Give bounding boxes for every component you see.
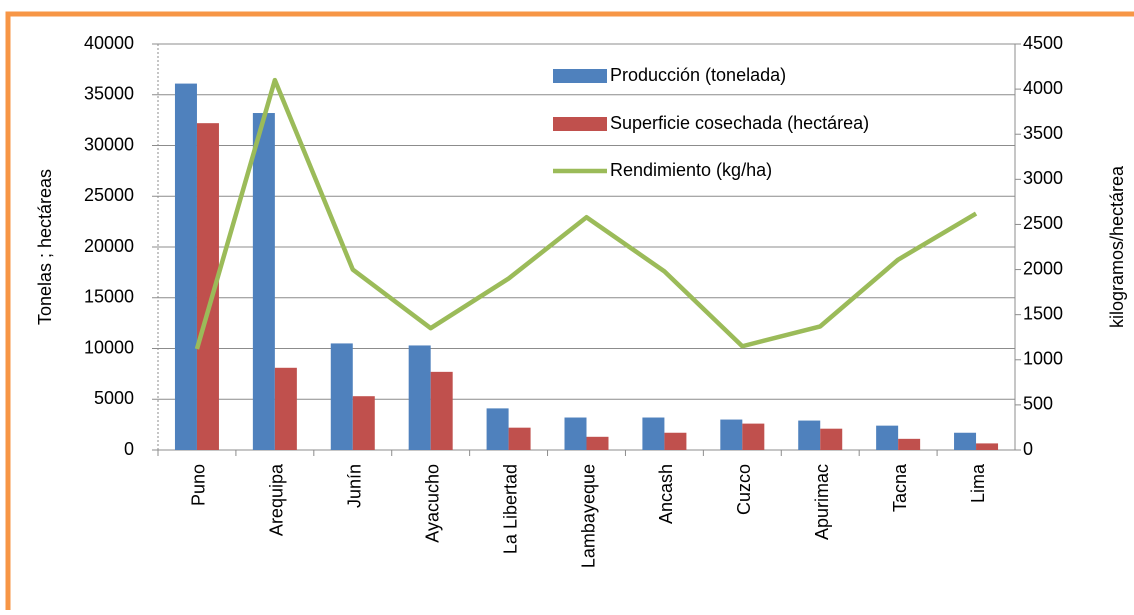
x-tick-label: Puno <box>189 464 209 506</box>
legend-label: Rendimiento (kg/ha) <box>610 160 772 180</box>
y-tick-label: 35000 <box>84 84 134 104</box>
y2-tick-label: 1000 <box>1023 349 1063 369</box>
y-tick-label: 10000 <box>84 337 134 357</box>
x-tick-label: La Libertad <box>500 464 520 554</box>
bar <box>586 436 609 450</box>
bar <box>352 396 375 450</box>
x-tick-label: Apurimac <box>812 464 832 540</box>
x-tick-label: Lima <box>968 463 988 503</box>
bar <box>976 443 999 450</box>
bar <box>564 417 587 450</box>
frame <box>5 11 1134 612</box>
bar <box>820 428 843 450</box>
legend-label: Superficie cosechada (hectárea) <box>610 113 869 133</box>
x-tick-label: Ancash <box>656 464 676 524</box>
bar <box>898 438 921 450</box>
y2-tick-label: 2000 <box>1023 258 1063 278</box>
y2-tick-label: 4500 <box>1023 33 1063 53</box>
y-tick-label: 0 <box>124 439 134 459</box>
y2-tick-label: 0 <box>1023 439 1033 459</box>
bar <box>196 123 219 451</box>
x-tick-label: Cuzco <box>734 464 754 515</box>
bar <box>954 432 977 450</box>
x-tick-label: Lambayeque <box>578 464 598 568</box>
x-tick-label: Tacna <box>890 463 910 512</box>
y2-tick-label: 4000 <box>1023 78 1063 98</box>
bar <box>798 420 821 450</box>
y2-tick-label: 1500 <box>1023 303 1063 323</box>
bar <box>876 425 899 450</box>
legend-swatch <box>553 117 607 131</box>
line <box>194 77 978 350</box>
bar <box>330 343 353 450</box>
x-tick-label: Arequipa <box>267 463 287 536</box>
y2-tick-label: 3000 <box>1023 168 1063 188</box>
bar <box>252 113 275 451</box>
x-tick-label: Ayacucho <box>422 464 442 543</box>
y-tick-label: 15000 <box>84 287 134 307</box>
bar <box>274 367 297 450</box>
bar <box>408 345 431 450</box>
legend-label: Producción (tonelada) <box>610 65 786 85</box>
bar <box>720 419 743 450</box>
bar <box>508 427 531 450</box>
y2-tick-label: 3500 <box>1023 123 1063 143</box>
bar <box>174 83 197 451</box>
y-tick-label: 40000 <box>84 33 134 53</box>
bar <box>664 432 687 450</box>
x-tick-label: Junín <box>345 464 365 508</box>
y-axis-title: Tonelas ; hectáreas <box>35 169 55 325</box>
y2-tick-label: 2500 <box>1023 213 1063 233</box>
y-tick-label: 30000 <box>84 134 134 154</box>
bar <box>430 371 453 450</box>
y2-tick-label: 500 <box>1023 394 1053 414</box>
y-tick-label: 20000 <box>84 236 134 256</box>
bar <box>642 417 665 450</box>
y2-axis-title: kilogramos/hectárea <box>1107 165 1127 328</box>
bar <box>486 408 509 450</box>
bar <box>742 423 765 450</box>
y-tick-label: 25000 <box>84 185 134 205</box>
legend-swatch <box>553 69 607 83</box>
y-tick-label: 5000 <box>94 388 134 408</box>
